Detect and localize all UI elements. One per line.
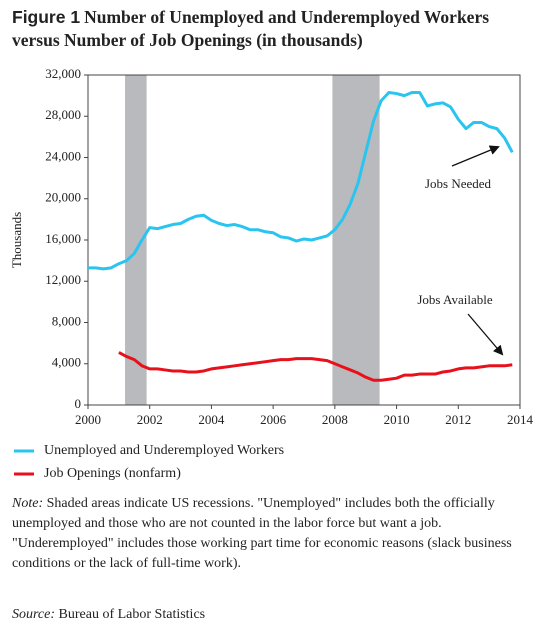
source: Source: Bureau of Labor Statistics xyxy=(12,607,205,623)
figure-label: Figure 1 xyxy=(12,7,81,27)
note: Note: Shaded areas indicate US recession… xyxy=(12,494,537,574)
annotation-arrow xyxy=(451,145,500,167)
x-tick-label: 2000 xyxy=(75,412,101,427)
y-tick-label: 32,000 xyxy=(45,66,81,81)
x-tick-label: 2004 xyxy=(198,412,225,427)
series-line xyxy=(118,351,513,382)
series-line xyxy=(88,91,514,271)
x-tick-label: 2012 xyxy=(445,412,471,427)
y-tick-label: 0 xyxy=(75,396,82,411)
y-tick-label: 20,000 xyxy=(45,190,81,205)
source-label: Source: xyxy=(12,607,56,622)
source-text: Bureau of Labor Statistics xyxy=(58,607,206,622)
annotation: Jobs Needed xyxy=(425,176,492,191)
y-tick-label: 28,000 xyxy=(45,107,81,122)
x-tick-label: 2014 xyxy=(507,412,534,427)
y-tick-label: 24,000 xyxy=(45,148,81,163)
recession-band xyxy=(125,75,147,405)
chart: Thousands Jobs Needed Jobs Available 0 4,… xyxy=(9,66,534,481)
y-tick-label: 16,000 xyxy=(45,231,81,246)
note-label: Note: xyxy=(12,496,44,511)
title-block: Figure 1 Number of Unemployed and Underem… xyxy=(12,6,532,52)
x-tick-label: 2010 xyxy=(384,412,410,427)
x-tick-label: 2002 xyxy=(137,412,163,427)
y-tick-label: 8,000 xyxy=(52,313,81,328)
y-axis-label: Thousands xyxy=(9,212,24,268)
x-tick-label: 2006 xyxy=(260,412,287,427)
y-tick-label: 12,000 xyxy=(45,272,81,287)
legend-label: Unemployed and Underemployed Workers xyxy=(44,443,284,458)
annotation-arrow xyxy=(467,313,504,356)
note-text: Shaded areas indicate US recessions. "Un… xyxy=(12,496,512,571)
chart-title: Number of Unemployed and Underemployed W… xyxy=(12,7,490,50)
annotation: Jobs Available xyxy=(417,292,492,307)
x-tick-label: 2008 xyxy=(322,412,348,427)
y-tick-label: 4,000 xyxy=(52,355,81,370)
legend-label: Job Openings (nonfarm) xyxy=(44,466,181,481)
